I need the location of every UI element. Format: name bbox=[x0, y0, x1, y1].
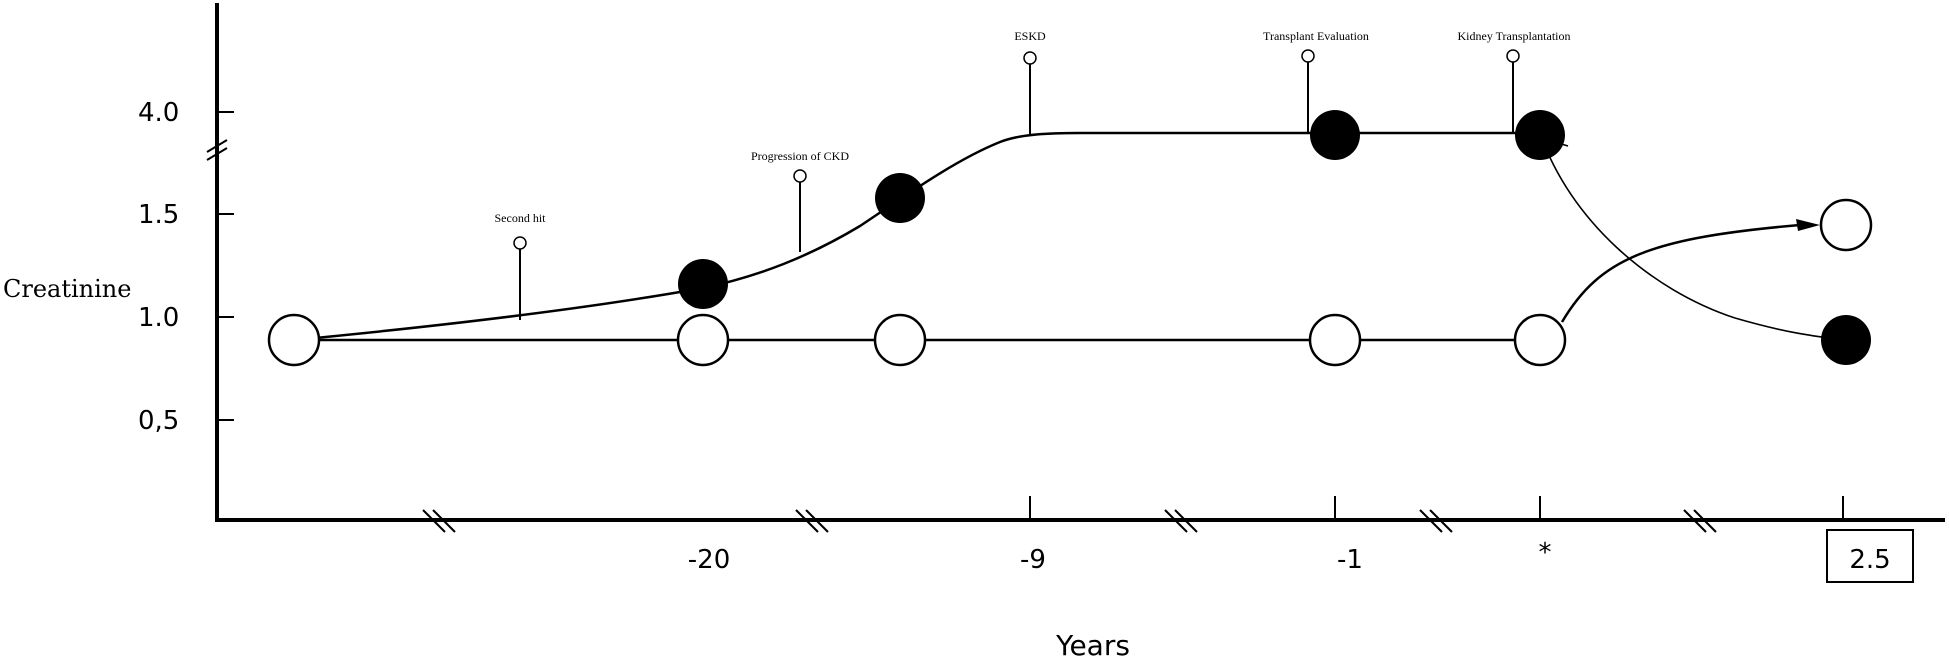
x-tick-label: 2.5 bbox=[1849, 545, 1890, 575]
event-markers bbox=[513, 49, 1520, 320]
y-tick-label: 4.0 bbox=[138, 98, 179, 128]
x-axis-breaks bbox=[422, 509, 1717, 533]
event-label-eskd: ESKD bbox=[1014, 29, 1046, 43]
filled-point bbox=[678, 259, 728, 309]
filled-point bbox=[1821, 315, 1871, 365]
x-tick-label: -1 bbox=[1337, 545, 1363, 575]
open-point bbox=[1819, 198, 1873, 252]
y-tick-label: 1.5 bbox=[138, 200, 179, 230]
event-label-second-hit: Second hit bbox=[495, 211, 547, 225]
x-tick-label: * bbox=[1539, 538, 1552, 568]
filled-series-points bbox=[678, 110, 1871, 365]
y-axis-title: Creatinine bbox=[3, 275, 131, 303]
open-series-arrowhead bbox=[1796, 219, 1820, 231]
x-axis-title: Years bbox=[1055, 629, 1130, 662]
event-label-progression: Progression of CKD bbox=[751, 149, 849, 163]
filled-series-line bbox=[293, 131, 1540, 342]
event-label-transplant-evaluation: Transplant Evaluation bbox=[1263, 29, 1369, 43]
open-point bbox=[676, 313, 730, 367]
open-series-points bbox=[267, 198, 1873, 367]
open-point bbox=[267, 313, 321, 367]
x-tick-label: -9 bbox=[1020, 545, 1046, 575]
open-point bbox=[1513, 313, 1567, 367]
filled-series-post-transplant-line bbox=[1539, 132, 1847, 341]
y-axis-break bbox=[206, 139, 228, 161]
x-ticks bbox=[1029, 496, 1844, 520]
y-ticks: 4.0 1.5 1.0 0,5 bbox=[138, 98, 234, 436]
x-tick-highlight-box bbox=[1826, 529, 1914, 583]
x-tick-label: -20 bbox=[688, 545, 730, 575]
filled-point bbox=[1310, 110, 1360, 160]
filled-point bbox=[1515, 110, 1565, 160]
filled-point bbox=[875, 173, 925, 223]
open-point bbox=[873, 313, 927, 367]
open-point bbox=[1308, 313, 1362, 367]
y-tick-label: 1.0 bbox=[138, 303, 179, 333]
open-series-post-transplant-line bbox=[1560, 223, 1801, 323]
event-label-kidney-transplantation: Kidney Transplantation bbox=[1458, 29, 1571, 43]
y-tick-label: 0,5 bbox=[138, 406, 179, 436]
